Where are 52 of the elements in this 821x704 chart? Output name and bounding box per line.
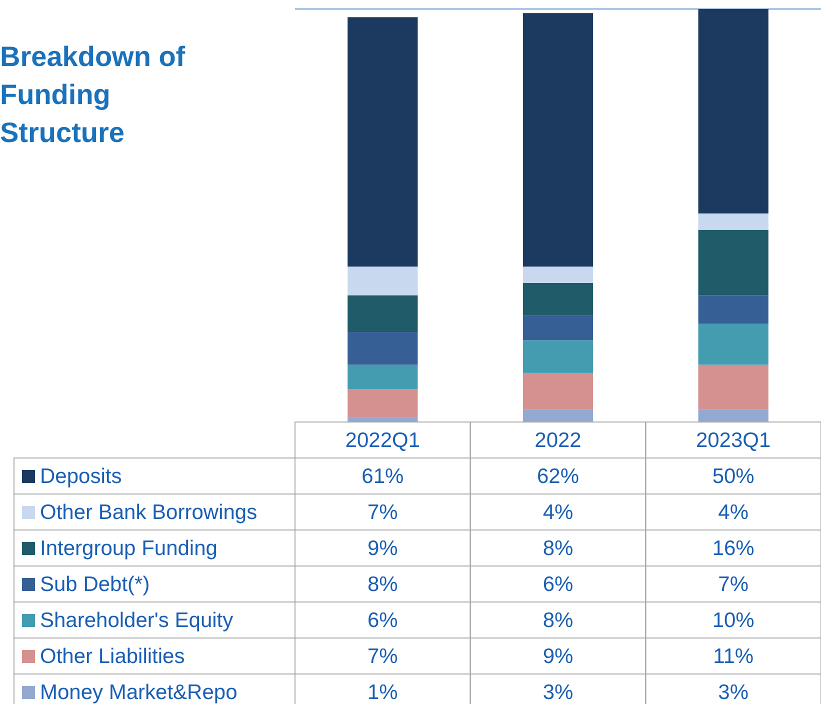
bar <box>348 332 418 365</box>
legend-label: Sub Debt(*) <box>40 573 150 596</box>
bar <box>522 316 594 340</box>
data-label: 7% <box>367 645 398 668</box>
bar <box>698 230 768 296</box>
legend-label: Deposits <box>40 465 122 488</box>
data-label: 11% <box>713 645 754 668</box>
data-label: 9% <box>542 645 574 668</box>
x-tick-label: 2022Q1 <box>345 429 420 452</box>
legend-label: Other Bank Borrowings <box>40 501 258 524</box>
data-label: 8% <box>367 573 398 596</box>
data-label: 62% <box>536 465 580 488</box>
data-label: 6% <box>367 609 398 632</box>
bar <box>348 266 418 296</box>
bar <box>698 410 768 422</box>
bar <box>522 372 594 410</box>
data-label: 8% <box>542 537 574 560</box>
text: Breakdown of Funding Structure <box>0 41 186 148</box>
data-label: 61% <box>362 465 404 488</box>
data-label: 50% <box>712 465 754 488</box>
bar <box>348 389 418 418</box>
bar <box>522 282 594 316</box>
bar <box>348 17 418 267</box>
data-label: 4% <box>718 501 749 524</box>
bar <box>698 364 768 410</box>
data-label: 9% <box>367 537 398 560</box>
data-label: 4% <box>542 501 574 524</box>
data-label: 3% <box>542 681 574 704</box>
x-tick-label: 2022 <box>534 429 582 452</box>
legend-label: Intergroup Funding <box>40 537 218 560</box>
data-label: 8% <box>542 609 574 632</box>
data-label: 7% <box>718 573 749 596</box>
bar <box>522 410 594 422</box>
bar <box>698 213 768 230</box>
legend-label: Other Liabilities <box>40 645 185 668</box>
data-label: 6% <box>542 573 574 596</box>
legend-label: Money Market&Repo <box>40 681 238 704</box>
legend-label: Shareholder's Equity <box>40 609 234 632</box>
data-label: 10% <box>712 609 754 632</box>
bar <box>698 324 768 365</box>
bar <box>348 364 418 390</box>
data-label: 3% <box>718 681 749 704</box>
data-label: 16% <box>712 537 754 560</box>
bar <box>522 266 594 283</box>
data-label: 7% <box>367 501 398 524</box>
bar <box>522 340 594 373</box>
data-label: 1% <box>367 681 398 704</box>
bar <box>522 13 594 267</box>
x-tick-label: 2023Q1 <box>696 429 771 452</box>
bar <box>698 9 768 214</box>
bar <box>698 295 768 324</box>
bar <box>348 295 418 332</box>
